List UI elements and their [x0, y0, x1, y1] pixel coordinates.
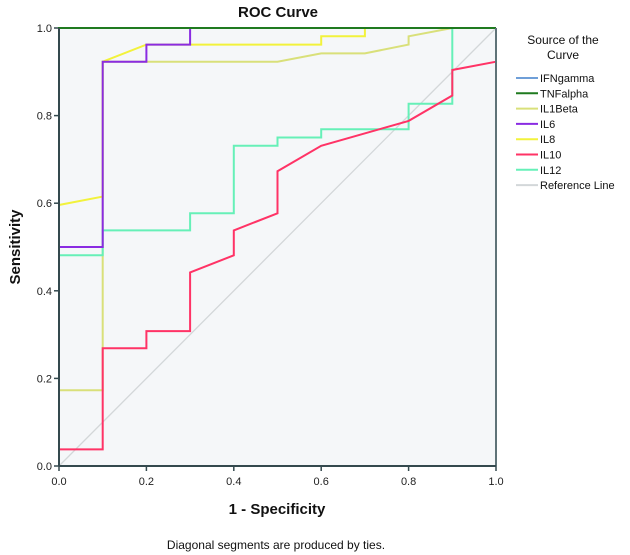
legend: Source of the Curve IFNgamma TNFalpha IL1B…	[516, 33, 615, 192]
legend-label: IL8	[540, 134, 555, 146]
x-tick-label: 0.2	[139, 476, 154, 488]
x-tick-label: 0.0	[51, 476, 66, 488]
legend-item: IFNgamma	[516, 73, 595, 85]
x-tick-label: 1.0	[488, 476, 503, 488]
legend-label: IL12	[540, 165, 561, 177]
series-line-il8	[58, 27, 496, 466]
legend-label: TNFalpha	[540, 88, 589, 100]
legend-title-line-1: Source of the	[527, 33, 599, 47]
legend-item: IL8	[516, 134, 555, 146]
x-tick-label: 0.4	[226, 476, 241, 488]
series-line-il10	[58, 28, 497, 466]
x-axis: 0.0 0.2 0.4 0.6 0.8 1.0	[51, 466, 504, 488]
x-tick-label: 0.8	[401, 476, 416, 488]
legend-label: IL1Beta	[540, 104, 579, 116]
legend-label: IL6	[540, 119, 555, 131]
legend-item: Reference Line	[516, 180, 615, 192]
y-tick-label: 0.6	[37, 198, 52, 210]
legend-item: IL10	[516, 150, 561, 162]
chart-title: ROC Curve	[238, 4, 318, 21]
legend-items: IFNgamma TNFalpha IL1Beta IL6 IL8 IL10 IL12 Ref…	[516, 73, 615, 192]
y-axis-title: Sensitivity	[7, 209, 24, 285]
legend-item: IL12	[516, 165, 561, 177]
y-tick-label: 0.0	[37, 461, 52, 473]
legend-item: TNFalpha	[516, 88, 589, 100]
y-axis: 0.0 0.2 0.4 0.6 0.8 1.0	[37, 23, 59, 473]
series-line-il1beta	[58, 27, 496, 466]
y-tick-label: 0.8	[37, 111, 52, 123]
legend-label: IL10	[540, 150, 561, 162]
legend-item: IL6	[516, 119, 555, 131]
legend-item: IL1Beta	[516, 104, 579, 116]
legend-label: IFNgamma	[540, 73, 595, 85]
y-tick-label: 1.0	[37, 23, 52, 35]
series-line-il6	[58, 27, 496, 466]
legend-label: Reference Line	[540, 180, 615, 192]
x-tick-label: 0.6	[314, 476, 329, 488]
footnote: Diagonal segments are produced by ties.	[167, 538, 385, 552]
series-line-reference-line	[58, 27, 497, 467]
x-axis-title: 1 - Specificity	[229, 501, 326, 518]
y-tick-label: 0.2	[37, 373, 52, 385]
y-tick-label: 0.4	[37, 286, 52, 298]
legend-title-line-2: Curve	[547, 48, 579, 62]
